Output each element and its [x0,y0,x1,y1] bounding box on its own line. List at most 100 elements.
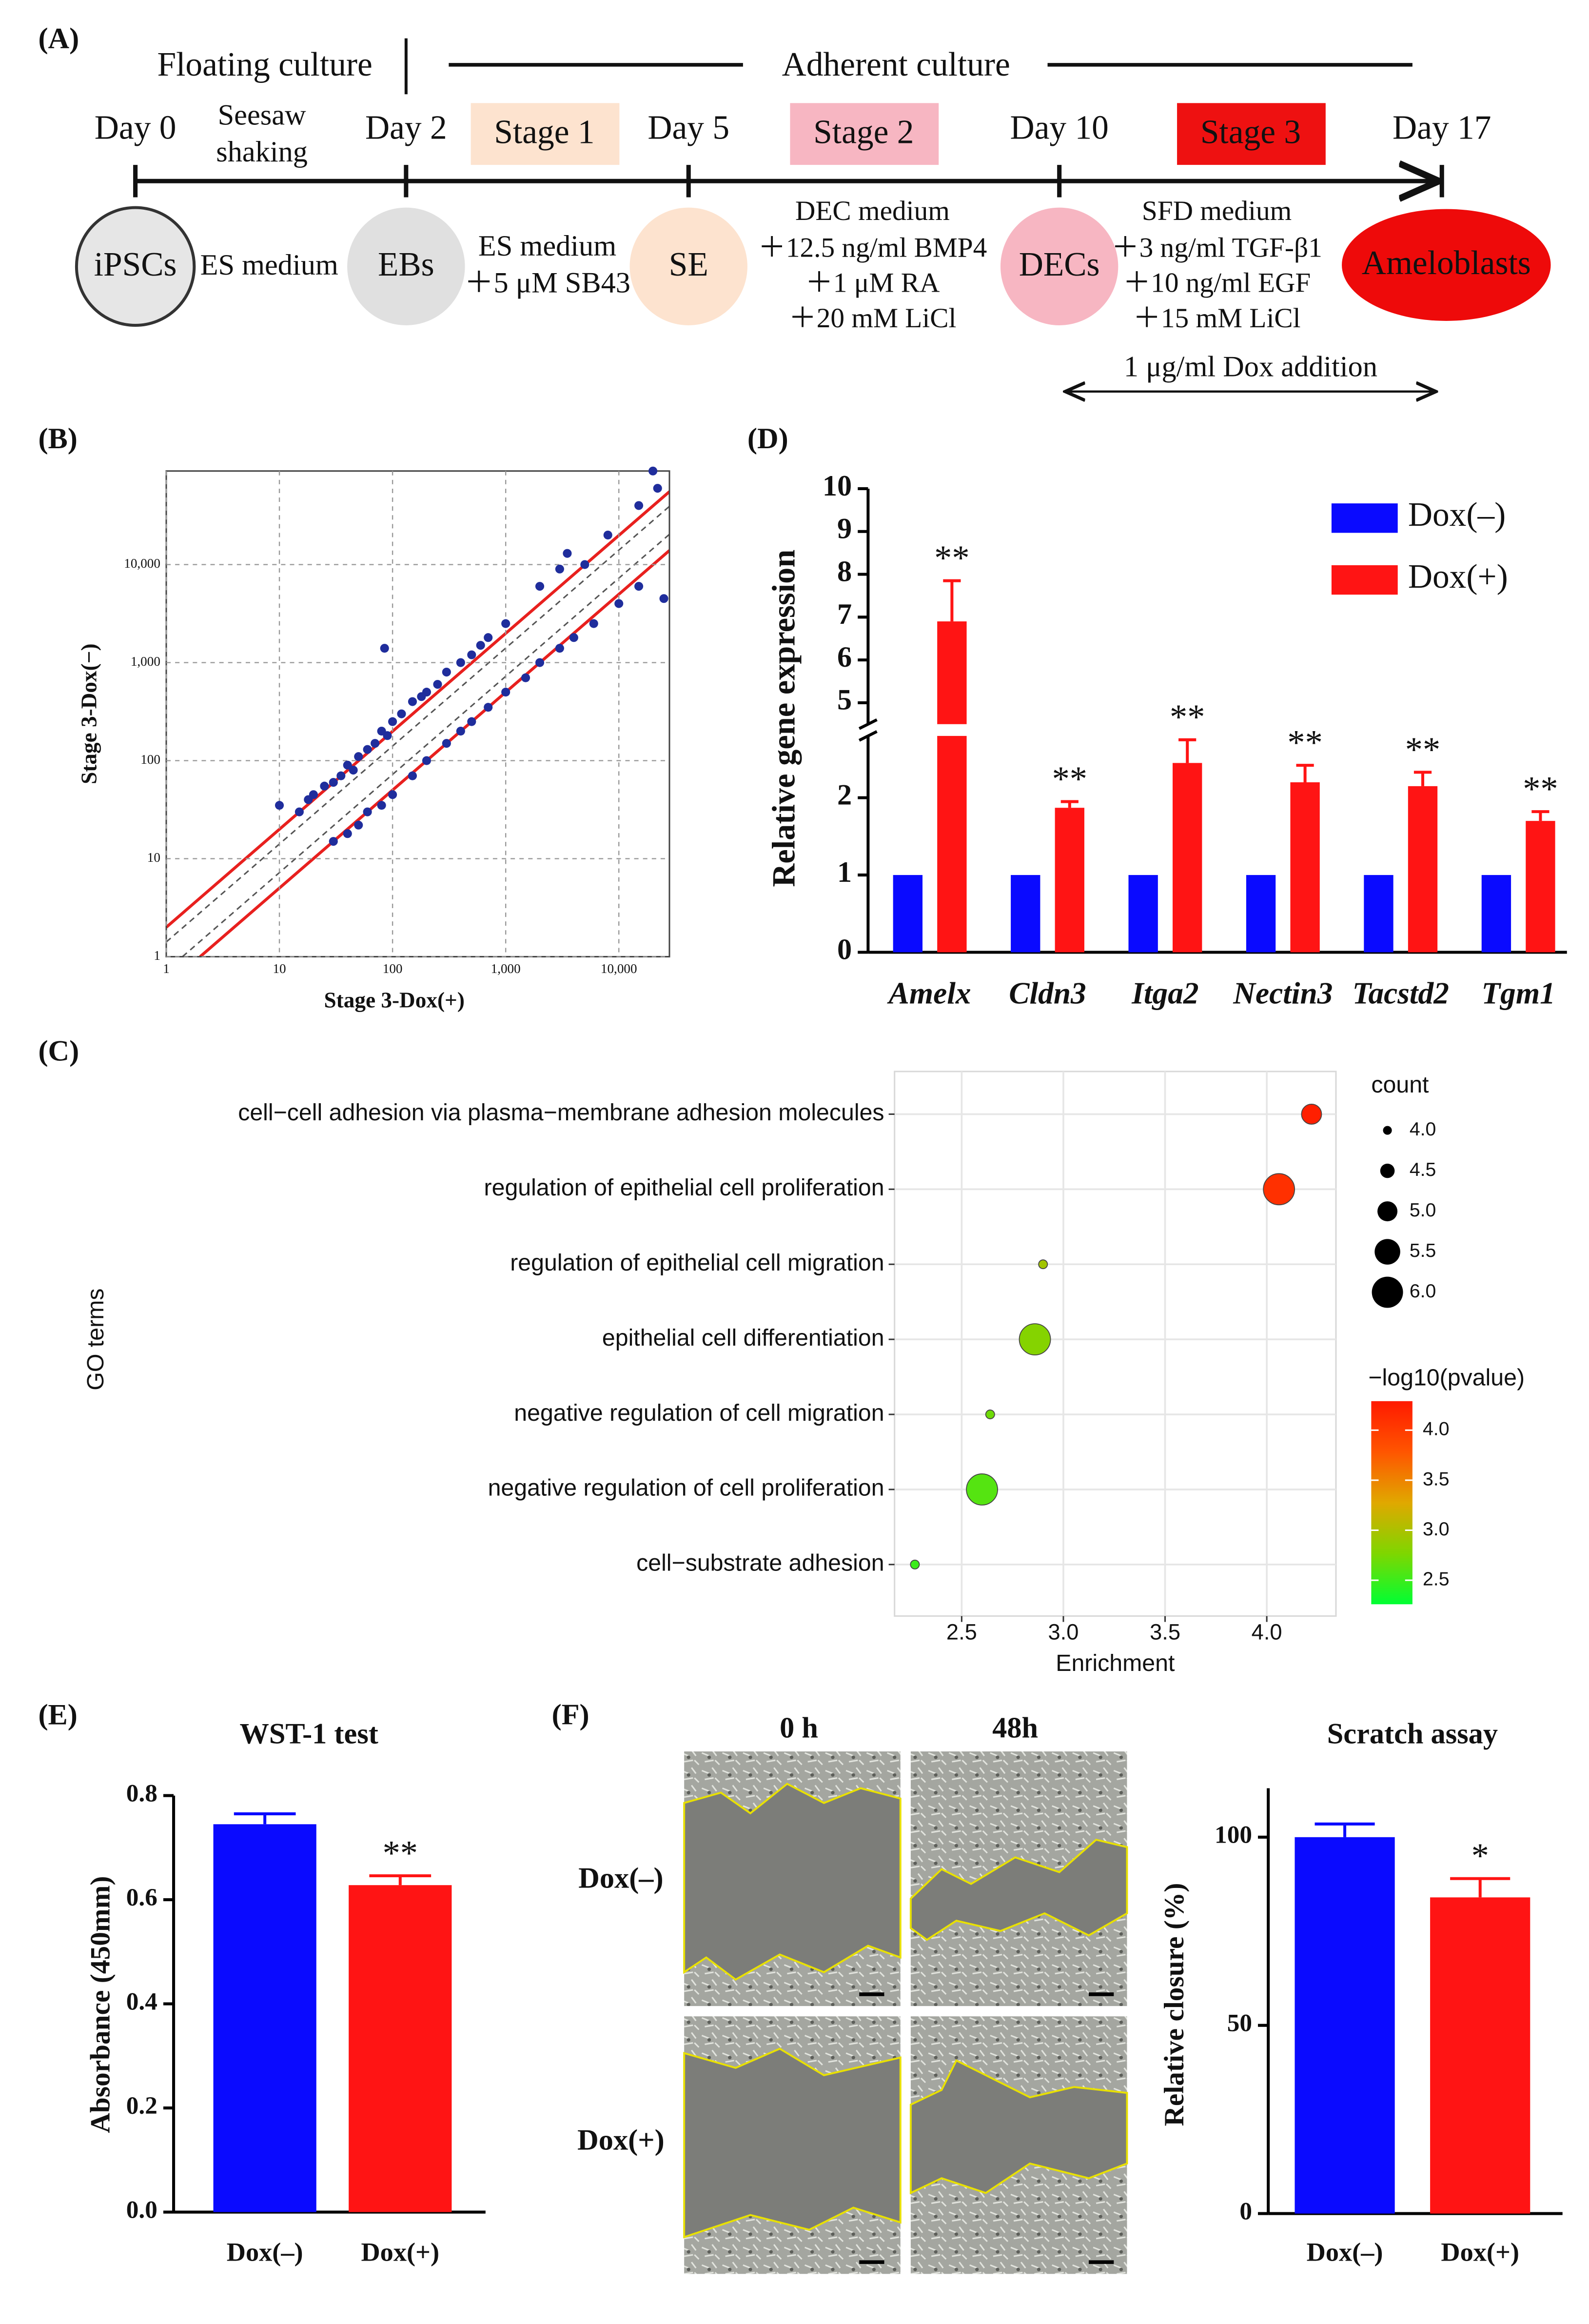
node [1000,207,1118,325]
x-tick-label: Tgm1 [1481,976,1555,1011]
node [347,207,465,325]
bar [213,1824,316,2212]
x-tick-label: Itga2 [1131,976,1198,1011]
x-tick-label: 3.5 [1150,1620,1180,1645]
colorbar [1371,1401,1412,1605]
legend-label: 3.5 [1423,1468,1450,1490]
y-axis-label: GO terms [82,1289,109,1390]
dot [1019,1323,1051,1356]
day-label: Day 10 [1010,109,1108,147]
node-label: iPSCs [94,246,177,283]
bar [893,875,923,953]
stage-box [1177,103,1326,165]
axis-break [858,718,878,730]
day-label: Day 17 [1393,109,1491,147]
x-tick-label: 4.0 [1252,1620,1282,1645]
bar [1430,1897,1530,2214]
stage-label: Stage 3 [1200,114,1301,151]
y-tick-label: 0.4 [126,1987,157,2015]
point [329,778,338,787]
y-tick-label: 50 [1227,2009,1252,2037]
y-tick-label: 5 [837,684,852,716]
stage-box [790,103,939,165]
significance: ** [383,1833,418,1872]
panel-label: (F) [552,1698,589,1731]
significance: ** [1287,723,1322,762]
y-axis-label: Absorbance (450mm) [85,1876,116,2133]
x-axis-label: Stage 3-Dox(+) [324,988,464,1012]
legend-title: count [1371,1072,1429,1098]
y-tick-label: epithelial cell differentiation [602,1325,884,1351]
dot [910,1559,920,1569]
medium: ＋3 ng/ml TGF-β1 [1111,232,1322,263]
panel-a: (A) Floating culture Adherent culture Da… [38,22,1551,391]
y-tick-label: regulation of epithelial cell migration [510,1250,884,1276]
medium: ＋5 μM SB43 [464,266,630,299]
panel-f-images: (F) 0 h 48h Dox(–) Dox(+) [552,1698,1128,2274]
panel-label: (D) [747,422,788,455]
medium: ＋20 mM LiCl [788,303,956,334]
legend-label: 6.0 [1410,1280,1436,1302]
x-tick-label: 100 [383,961,403,976]
significance: ** [1052,759,1087,798]
point [377,801,386,810]
bar [349,1885,452,2212]
wound [909,2059,1128,2195]
plot-frame [165,470,670,958]
wound [909,1838,1128,1941]
significance: * [1471,1836,1489,1875]
chart-title: Scratch assay [1327,1718,1498,1750]
stage-label: Stage 2 [813,114,914,151]
fold-line [199,549,670,957]
y-axis-label: Stage 3-Dox(−) [77,643,101,784]
point [442,739,451,748]
dot [1038,1259,1048,1270]
point [501,619,510,628]
legend-swatch [1331,503,1398,533]
y-tick-label: 9 [837,513,852,545]
point [442,667,451,677]
stage-box [471,103,620,165]
point [388,790,397,799]
legend-label: Dox(+) [1408,558,1508,596]
point [380,644,389,653]
point [563,549,572,558]
legend-title: −log10(pvalue) [1368,1364,1525,1390]
point [422,756,432,765]
timeline-ticks [133,165,1444,198]
medium: DEC medium [795,196,950,226]
point [484,633,493,642]
x-tick-label: 10 [273,961,286,976]
x-tick-label: 3.0 [1048,1620,1079,1645]
wound [683,2047,902,2239]
medium: ＋1 μM RA [805,268,940,298]
point [349,765,358,775]
fold-line [182,534,670,957]
wound [683,1783,902,1981]
scale-bars [859,1992,1114,2264]
axis-break [858,730,878,742]
point [354,752,363,761]
bar [1526,821,1555,953]
point [294,807,304,816]
point [397,709,406,718]
medium: SFD medium [1142,196,1292,226]
stage-label: Stage 1 [494,114,594,151]
y-tick-label: negative regulation of cell migration [514,1400,884,1426]
point [614,599,624,608]
point [456,726,465,736]
bar [1011,875,1040,953]
dot [966,1473,998,1506]
row-label: Dox(+) [577,2124,665,2157]
bar [1246,875,1276,953]
dot [985,1410,995,1419]
point [456,658,465,667]
legend-label: 2.5 [1423,1568,1450,1589]
point [501,687,510,697]
day-label: Day 5 [647,109,729,147]
note: Seesaw [218,99,306,131]
node [1342,209,1551,321]
point [653,484,662,493]
legend-dot [1374,1239,1400,1265]
